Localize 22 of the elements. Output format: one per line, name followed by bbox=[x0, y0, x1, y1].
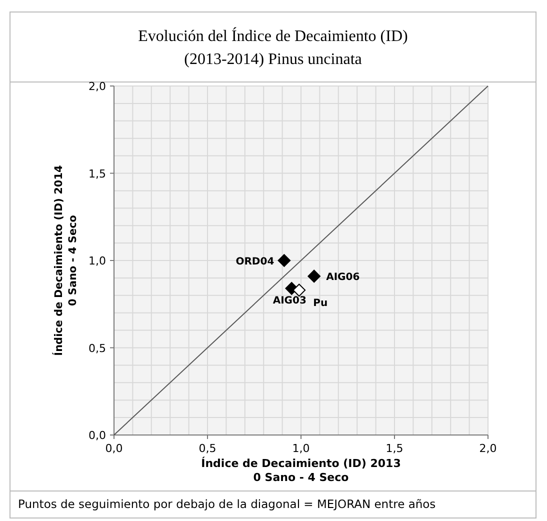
chart-title: Evolución del Índice de Decaimiento (ID) bbox=[138, 27, 408, 45]
y-tick-label: 1,5 bbox=[88, 167, 106, 180]
series-label: Pu bbox=[313, 298, 328, 310]
y-tick-label: 1,0 bbox=[88, 254, 106, 268]
series-label: AIG06 bbox=[326, 272, 360, 284]
point bbox=[278, 254, 291, 267]
text: Puntos de seguimiento por debajo de la diagonal = MEJORAN entre años bbox=[18, 497, 436, 511]
y-axis-title: Índice de Decaimiento (ID) 2014 0 Sano - 4 Seco bbox=[52, 165, 79, 356]
x-tick-label: 1,0 bbox=[292, 442, 310, 455]
point bbox=[308, 270, 321, 283]
y-tick-label: 0,5 bbox=[88, 342, 106, 355]
x-tick-label: 0,5 bbox=[198, 442, 216, 455]
x-axis-title: Índice de Decaimiento (ID) 2013 0 Sano - 4 Seco bbox=[201, 456, 401, 484]
y-tick-label: 0,0 bbox=[88, 429, 106, 442]
x-tick-label: 2,0 bbox=[479, 442, 497, 455]
y-tick-label: 2,0 bbox=[88, 80, 106, 93]
chart-subtitle: (2013-2014) Pinus uncinata bbox=[184, 51, 362, 68]
point bbox=[292, 284, 306, 297]
series-label: ORD04 bbox=[236, 256, 274, 268]
x-tick-label: 0,0 bbox=[105, 442, 123, 455]
series-label: AIG03 bbox=[272, 295, 306, 306]
x-tick-label: 1,5 bbox=[386, 442, 404, 455]
